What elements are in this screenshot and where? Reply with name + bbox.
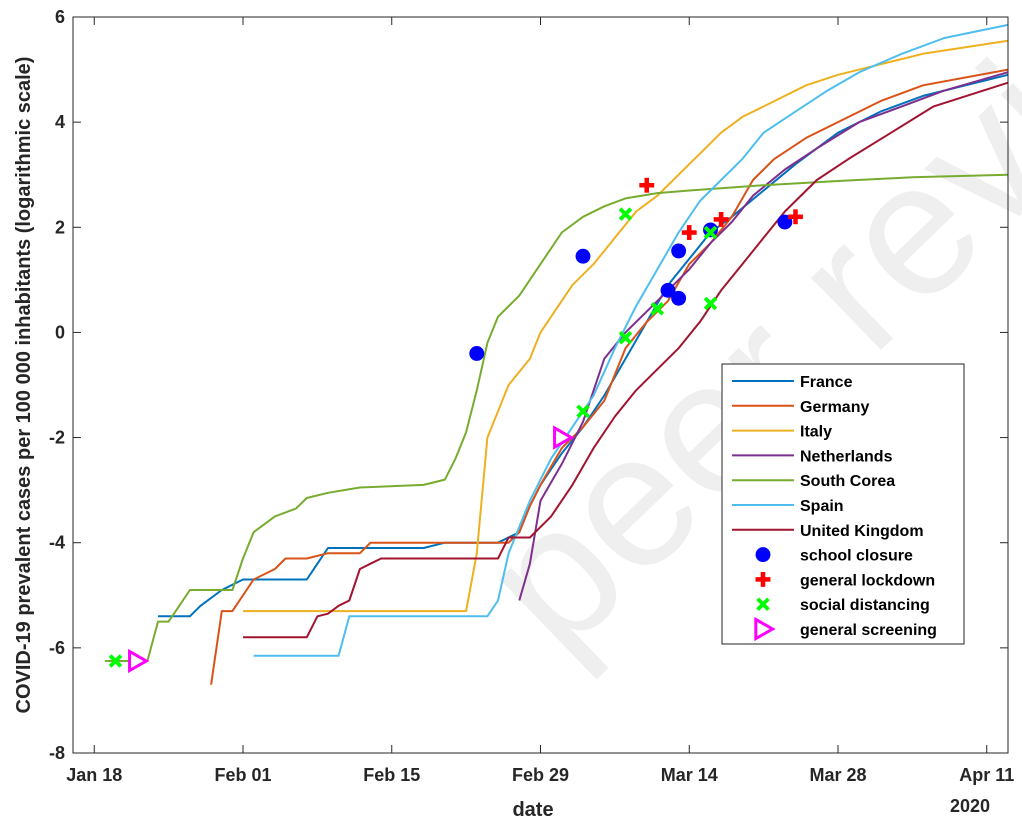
legend: France Germany Italy Netherlands South Corea… bbox=[721, 363, 965, 645]
y-tick-label: -2 bbox=[49, 428, 65, 448]
marker-social-distancing bbox=[703, 225, 718, 240]
marker-general-lockdown bbox=[788, 209, 803, 225]
legend-label-spain: Spain bbox=[800, 498, 844, 515]
y-tick-label: 4 bbox=[55, 112, 65, 132]
y-tick-label: 6 bbox=[55, 7, 65, 27]
legend-label-germany: Germany bbox=[800, 399, 869, 416]
marker-social-distancing bbox=[576, 404, 590, 419]
legend-swatch-general-lockdown bbox=[755, 571, 771, 587]
legend-label-general-screening: general screening bbox=[800, 622, 937, 639]
marker-social-distancing bbox=[618, 207, 633, 221]
x-axis-label: date bbox=[512, 799, 553, 821]
legend-label-social-distancing: social distancing bbox=[800, 597, 930, 614]
legend-swatch-school-closure bbox=[755, 547, 771, 563]
marker-social-distancing bbox=[108, 654, 123, 668]
legend-label-france: France bbox=[800, 374, 853, 391]
series-line-italy bbox=[243, 39, 1009, 613]
marker-general-lockdown bbox=[713, 211, 729, 227]
legend-label-general-lockdown: general lockdown bbox=[800, 572, 935, 589]
y-tick-label: -6 bbox=[49, 638, 65, 658]
series-line-germany bbox=[210, 68, 1009, 685]
y-axis: -8 -6 -4 -2 0 2 4 6 bbox=[49, 7, 1008, 763]
legend-label-netherlands: Netherlands bbox=[800, 448, 893, 465]
marker-social-distancing bbox=[703, 296, 718, 311]
x-axis: Jan 18 Feb 01 Feb 15 Feb 29 Mar 14 Mar 28 Apr … bbox=[66, 17, 1014, 785]
marker-general-lockdown bbox=[639, 177, 655, 193]
marker-school-closure bbox=[469, 346, 485, 361]
marker-general-screening bbox=[553, 425, 575, 450]
x-tick-label: Feb 01 bbox=[214, 765, 271, 785]
x-tick-label: Apr 11 bbox=[959, 765, 1014, 785]
legend-label-italy: Italy bbox=[800, 424, 832, 441]
marker-school-closure bbox=[671, 290, 687, 306]
x-tick-label: Feb 15 bbox=[363, 765, 420, 785]
y-axis-label: COVID-19 prevalent cases per 100 000 inh… bbox=[13, 57, 35, 714]
y-tick-label: 0 bbox=[55, 322, 65, 342]
y-tick-label: -4 bbox=[49, 533, 65, 553]
series-line-netherlands bbox=[518, 71, 1009, 601]
legend-label-school-closure: school closure bbox=[800, 548, 913, 565]
marker-social-distancing bbox=[650, 302, 665, 316]
marker-school-closure bbox=[575, 248, 591, 264]
y-tick-label: 2 bbox=[55, 217, 65, 237]
x-tick-label: Jan 18 bbox=[66, 765, 122, 785]
y-tick-label: -8 bbox=[49, 743, 65, 763]
marker-general-lockdown bbox=[681, 225, 697, 240]
plot-markers bbox=[108, 177, 803, 674]
series-line-united-kingdom bbox=[243, 81, 1009, 639]
marker-general-screening bbox=[128, 648, 150, 674]
legend-label-united-kingdom: United Kingdom bbox=[800, 523, 924, 540]
legend-label-south-corea: South Corea bbox=[800, 473, 895, 490]
x-tick-label: Mar 28 bbox=[809, 765, 866, 785]
legend-swatch-social-distancing bbox=[756, 597, 770, 611]
x-tick-label: Mar 14 bbox=[661, 765, 718, 785]
series-line-spain bbox=[253, 23, 1009, 657]
legend-swatch-general-screening bbox=[754, 616, 776, 642]
series-line-south-corea bbox=[104, 173, 1009, 662]
x-axis-year-label: 2020 bbox=[950, 796, 990, 816]
marker-social-distancing bbox=[618, 330, 633, 345]
marker-school-closure bbox=[660, 282, 676, 298]
x-tick-label: Feb 29 bbox=[512, 765, 569, 785]
marker-school-closure bbox=[671, 243, 687, 259]
plot-lines bbox=[104, 23, 1009, 685]
series-line-france bbox=[158, 73, 1009, 618]
